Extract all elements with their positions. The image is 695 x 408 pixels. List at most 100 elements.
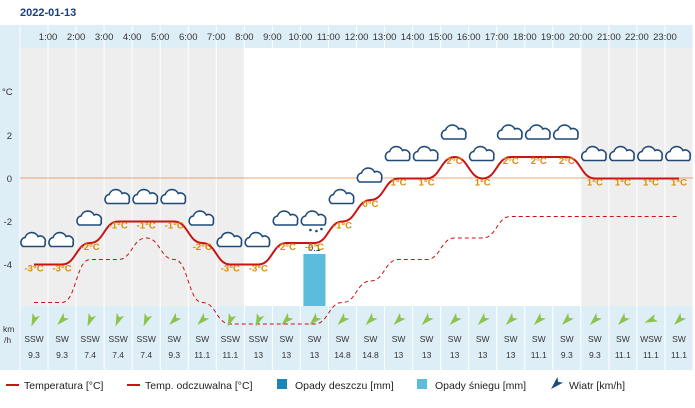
wind-speed-label: 13 [506,350,516,360]
wind-speed-label: 14.8 [334,350,351,360]
cloud-icon [496,124,523,140]
y-tick-label: -4 [4,260,12,271]
cloud-icon [496,124,523,140]
wind-arrow-icon [533,312,546,325]
hour-label: 8:00 [235,32,254,43]
feels-like-line [34,216,679,325]
temperature-label: 2°C [503,156,519,167]
cloud-icon [20,231,47,248]
cloud-icon [328,188,355,205]
sun-cloud-icon [216,231,243,248]
wind-direction-label: SW [280,334,294,344]
precipitation-bar [303,254,326,306]
hour-label: 21:00 [597,32,621,43]
wind-direction-label: WSW [640,334,662,344]
left-band [0,25,20,370]
y-tick-label: 2 [7,131,12,142]
temperature-label: 2°C [531,156,547,167]
wind-arrow-icon [617,312,630,325]
wind-speed-label: 11.1 [222,350,238,360]
wind-arrow-icon [449,312,462,325]
cloud-icon [76,210,103,226]
wind-direction-label: SSW [80,334,99,344]
wind-arrow-icon [309,312,322,325]
temperature-label: -1°C [109,221,128,232]
wind-arrow-shape [31,312,40,327]
temperature-label: -1°C [137,221,156,232]
wind-direction-label: SW [532,334,546,344]
wind-speed-label: 9.3 [561,350,573,360]
cloud-icon [665,145,692,162]
wind-arrow-icon [57,312,70,325]
wind-unit-bottom: /h [4,335,11,345]
wind-arrow-shape [197,312,210,325]
wind-direction-label: SSW [221,334,240,344]
y-axis-ticks: 2 0 -2 -4 [4,131,12,271]
cloud-icon [104,188,131,205]
cloud-icon [468,145,495,162]
wind-speed-label: 13 [450,350,460,360]
temperature-label: -1°C [333,221,352,232]
cloud-icon [580,145,607,162]
cloud-icon [104,188,131,205]
hour-label: 13:00 [373,32,397,43]
hour-label: 3:00 [95,32,114,43]
wind-speed-label: 11.1 [643,350,659,360]
cloud-icon [216,231,243,248]
wind-speed-label: 13 [394,350,404,360]
hour-label: 23:00 [653,32,677,43]
cloud-icon [48,231,75,248]
weather-icons [20,124,692,248]
hour-label: 19:00 [541,32,565,43]
cloud-icon [244,231,271,248]
hour-label: 12:00 [345,32,369,43]
temperature-label: -3°C [249,264,268,275]
temperature-label: 1°C [475,178,491,189]
wind-arrow-shape [617,312,630,325]
wind-speed-label: 13 [310,350,320,360]
wind-arrow-shape [115,312,125,327]
wind-speed-label: 13 [478,350,488,360]
wind-arrow-shape [337,312,350,325]
wind-arrow-shape [227,312,237,327]
cloud-icon [356,167,383,183]
wind-arrow-shape [143,312,153,327]
wind-direction-label: SW [560,334,574,344]
legend-label: Temperatura [°C] [24,380,104,392]
wind-speed-label: 14.8 [362,350,379,360]
wind-arrow-icon [674,312,687,325]
temperature-label: -2°C [277,242,296,253]
precipitation-bars: 0.1 [303,243,326,306]
wind-arrow-icon [255,312,265,327]
hour-label: 20:00 [569,32,593,43]
wind-speed-label: 9.3 [589,350,601,360]
wind-arrow-icon [477,312,490,325]
wind-arrow-shape [674,312,687,325]
wind-speed-label: 7.4 [84,350,96,360]
cloud-icon [188,210,215,226]
wind-arrow-icon [365,312,378,325]
wind-direction-label: SSW [24,334,43,344]
wind-arrow-shape [309,312,322,325]
wind-speed-label: 7.4 [140,350,152,360]
temperature-label: 1°C [671,178,687,189]
cloud-icon [552,124,579,140]
cloud-icon [244,231,271,248]
wind-direction-label: SW [672,334,686,344]
cloud-icon [524,124,551,140]
cloud-icon [440,124,467,140]
hour-label: 16:00 [457,32,481,43]
wind-arrow-shape [644,313,659,323]
wind-speed-label: 9.3 [168,350,180,360]
wind-arrow-icon [561,312,574,325]
legend-rain-swatch [277,379,287,389]
temperature-label: -2°C [193,242,212,253]
hour-label: 1:00 [39,32,58,43]
wind-arrow-shape [421,312,434,325]
hour-label: 10:00 [289,32,313,43]
wind-arrow-shape [255,312,265,327]
wind-arrow-icon [87,312,97,327]
wind-arrow-shape [281,312,294,325]
wind-arrow-shape [449,312,462,325]
